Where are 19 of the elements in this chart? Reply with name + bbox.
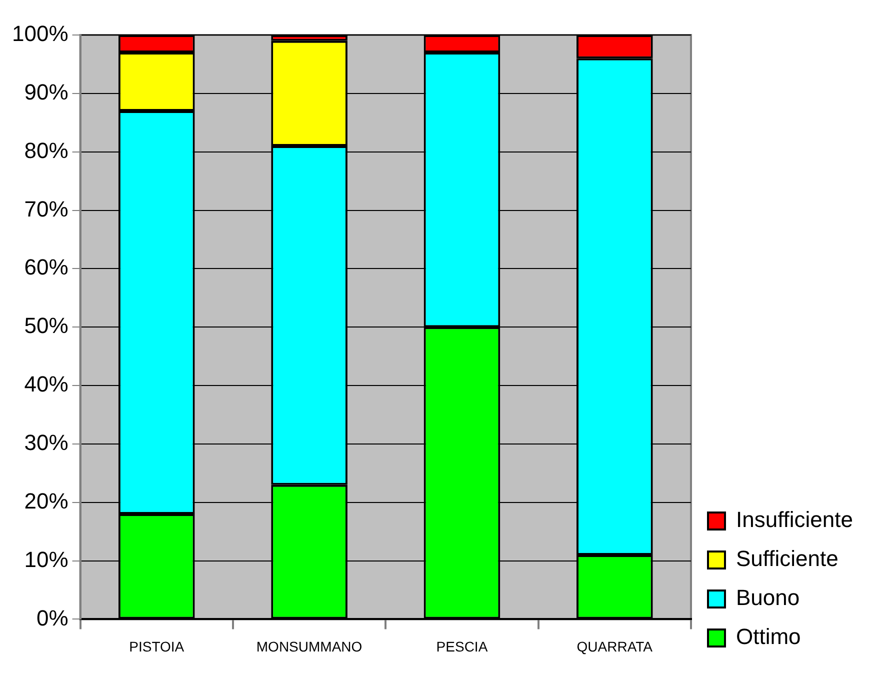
x-tick-label: MONSUMMANO: [256, 638, 362, 654]
x-tick-label: QUARRATA: [576, 638, 654, 654]
y-tick-label: 100%: [12, 21, 68, 46]
y-tick-label: 70%: [24, 196, 68, 222]
y-tick-label: 40%: [24, 372, 68, 397]
legend-label: Insufficiente: [736, 507, 854, 532]
legend-label: Buono: [736, 585, 800, 610]
y-tick-label: 20%: [24, 488, 68, 514]
y-tick-label: 50%: [24, 313, 68, 338]
x-tick-label: PESCIA: [436, 638, 488, 654]
legend-label: Sufficiente: [736, 546, 838, 572]
legend-label: Ottimo: [736, 624, 801, 650]
y-tick-label: 0%: [36, 605, 68, 630]
y-tick-label: 80%: [24, 138, 68, 163]
y-tick-label: 90%: [24, 79, 68, 104]
x-tick-label: PISTOIA: [129, 638, 185, 654]
y-tick-label: 30%: [24, 430, 68, 456]
y-tick-label: 10%: [24, 546, 68, 572]
y-tick-label: 60%: [24, 254, 68, 280]
